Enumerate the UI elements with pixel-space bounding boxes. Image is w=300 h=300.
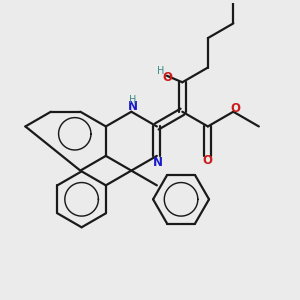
Text: O: O [231, 102, 241, 115]
Text: N: N [128, 100, 138, 113]
Text: N: N [153, 156, 163, 169]
Text: H: H [157, 66, 164, 76]
Text: H: H [129, 95, 136, 105]
Text: O: O [162, 71, 172, 84]
Text: O: O [203, 154, 213, 167]
